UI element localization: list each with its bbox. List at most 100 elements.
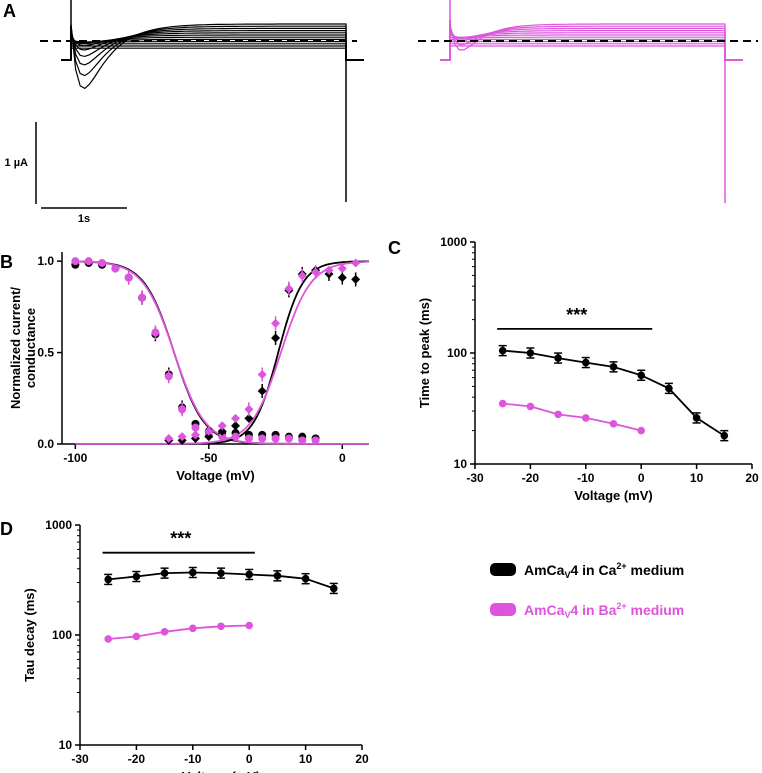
y-tick-label: 1000 <box>440 235 467 249</box>
x-tick-label: -10 <box>184 752 202 766</box>
fit-curve <box>75 260 369 445</box>
x-tick-label: -20 <box>128 752 146 766</box>
data-point <box>244 434 253 443</box>
data-point <box>351 274 361 284</box>
data-point <box>104 635 112 643</box>
data-point <box>189 624 197 633</box>
data-point <box>498 399 507 408</box>
data-point <box>244 413 254 423</box>
panel-letter-d: D <box>0 519 13 539</box>
y-tick-label: 1.0 <box>37 254 54 268</box>
data-point <box>71 257 80 266</box>
x-tick-label: -100 <box>63 451 87 465</box>
x-axis-label: Voltage (mV) <box>574 488 653 503</box>
data-point <box>245 570 253 579</box>
current-trace <box>61 26 364 61</box>
current-trace <box>61 26 364 61</box>
data-point <box>609 363 618 371</box>
x-tick-label: 10 <box>299 752 313 766</box>
data-point <box>231 432 240 441</box>
data-point <box>160 569 169 577</box>
data-point <box>132 632 141 641</box>
x-tick-label: -30 <box>71 752 89 766</box>
data-point <box>301 574 310 583</box>
y-axis-label-line2: conductance <box>23 308 38 388</box>
y-axis-label-line1: Normalized current/ <box>8 287 23 409</box>
data-point <box>98 258 107 267</box>
data-point <box>204 432 214 442</box>
data-point <box>245 621 253 630</box>
current-trace <box>440 20 743 61</box>
legend-label-ca: AmCaV4 in Ca2+ medium <box>524 561 684 580</box>
data-point <box>637 426 645 435</box>
y-tick-label: 10 <box>454 457 468 471</box>
data-point <box>582 358 590 367</box>
data-point <box>178 405 187 414</box>
data-point <box>244 404 254 414</box>
current-trace <box>440 20 743 61</box>
data-point <box>138 293 147 302</box>
fit-curve <box>75 260 370 445</box>
data-point <box>257 370 267 380</box>
data-point <box>217 426 227 436</box>
legend-swatch-ca <box>490 563 516 576</box>
data-point <box>189 568 197 577</box>
fit-curve <box>75 260 370 445</box>
data-point <box>231 413 241 423</box>
fit-curve <box>75 260 369 445</box>
data-point <box>111 264 120 273</box>
y-axis-label: Normalized current/conductance <box>8 287 38 409</box>
data-point <box>311 267 321 277</box>
current-traces-ba <box>440 0 743 203</box>
series-line <box>502 402 642 432</box>
y-tick-label: 100 <box>52 628 72 642</box>
data-point <box>258 434 267 443</box>
data-point <box>132 572 141 581</box>
data-point <box>124 273 133 282</box>
data-point <box>151 328 160 337</box>
x-tick-label: -50 <box>200 451 218 465</box>
y-tick-label: 10 <box>59 738 73 752</box>
data-point <box>637 371 645 380</box>
data-point <box>337 263 347 273</box>
y-tick-label: 0.5 <box>37 346 54 360</box>
data-point <box>692 414 701 422</box>
current-trace <box>440 20 743 61</box>
scale-current-label: 1 µA <box>5 157 29 169</box>
x-tick-label: -10 <box>577 471 595 485</box>
data-point <box>191 423 200 432</box>
x-tick-label: 0 <box>339 451 346 465</box>
data-point <box>351 258 361 268</box>
data-point <box>160 627 169 636</box>
data-point <box>217 569 225 577</box>
series-line <box>108 624 250 640</box>
scale-time-label: 1s <box>78 213 90 225</box>
current-trace <box>440 20 743 61</box>
data-point <box>498 346 507 355</box>
data-point <box>204 426 214 436</box>
data-point <box>190 430 200 440</box>
data-point <box>84 257 93 266</box>
x-tick-label: 20 <box>745 471 759 485</box>
data-point <box>324 265 334 275</box>
current-trace <box>61 26 364 61</box>
data-point <box>337 273 347 283</box>
data-point <box>164 372 173 381</box>
panel-letter-c: C <box>388 238 401 258</box>
y-tick-label: 100 <box>447 346 467 360</box>
current-trace <box>440 20 743 61</box>
x-tick-label: -30 <box>466 471 484 485</box>
data-point <box>217 421 227 431</box>
data-point <box>526 349 535 357</box>
chart-b-activation-inactivation: -100 -50 0 0.0 0.5 1.0 Voltage (mV) Normalized … <box>8 252 370 483</box>
legend: AmCaV4 in Ca2+ medium AmCaV4 in Ba2+ med… <box>490 561 684 620</box>
x-tick-label: 10 <box>690 471 704 485</box>
data-point <box>297 271 307 281</box>
y-tick-label: 0.0 <box>37 437 54 451</box>
current-trace <box>61 23 364 90</box>
data-point <box>330 584 338 593</box>
legend-swatch-ba <box>490 603 516 616</box>
current-trace <box>440 20 743 61</box>
chart-c-time-to-peak: -30 -20 -10 0 10 20 10 100 1000 Voltage (mV) Time … <box>417 235 759 503</box>
